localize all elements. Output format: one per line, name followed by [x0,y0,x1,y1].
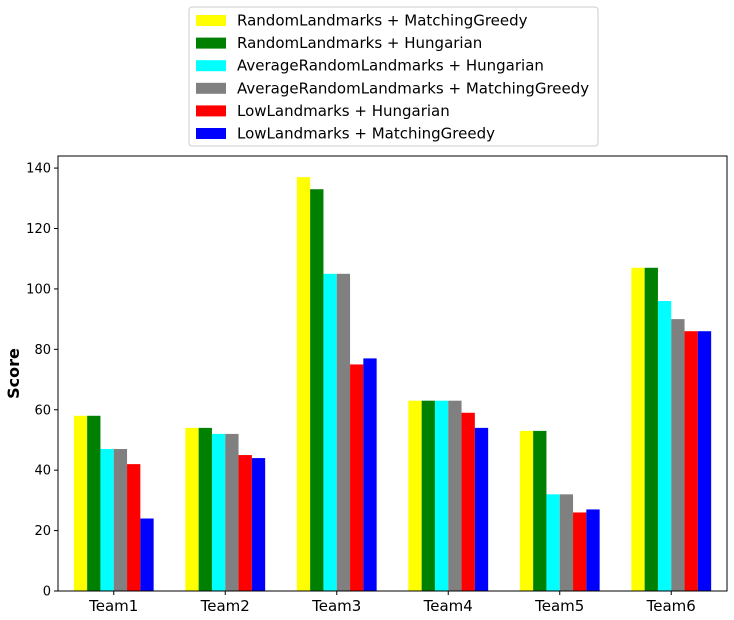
bar-team5-series-1 [519,430,534,591]
bar-team4-series-1 [408,400,422,591]
bar-team4-series-5 [461,412,475,591]
bar-team3-series-4 [336,273,351,591]
y-tick-label: 120 [26,222,51,237]
legend-swatch [196,15,226,26]
y-axis-label: Score [4,348,23,399]
bar-team3-series-6 [363,358,377,591]
bar-team1-series-3 [100,449,114,591]
y-tick-label: 20 [34,524,51,539]
legend-swatch [196,82,226,94]
bar-team2-series-6 [251,458,266,591]
x-tick-label: Team5 [534,597,584,615]
bar-team5-series-4 [559,494,574,591]
bar-team5-series-3 [546,494,560,591]
bar-team2-series-5 [238,455,252,591]
x-tick-label: Team3 [311,597,361,615]
bars [73,177,712,592]
y-tick-label: 140 [26,162,51,177]
bar-team6-series-2 [644,267,658,591]
legend-swatch [196,105,226,117]
legend-label: AverageRandomLandmarks + Hungarian [237,57,544,75]
legend-label: RandomLandmarks + MatchingGreedy [237,12,528,30]
x-tick-label: Team1 [88,597,138,615]
y-tick-label: 60 [34,403,51,418]
bar-team3-series-1 [296,177,311,592]
plot-frame [57,155,728,592]
x-tick-label: Team2 [200,597,250,615]
bar-team5-series-6 [586,509,600,591]
bar-team6-series-1 [631,267,645,591]
legend: RandomLandmarks + MatchingGreedy RandomLa… [188,6,599,147]
legend-label: RandomLandmarks + Hungarian [237,34,482,52]
bar-team2-series-1 [185,427,199,591]
x-axis: Team1 Team2 Team3 Team4 Team5 Team6 [88,591,696,615]
x-tick-label: Team6 [646,597,696,615]
bar-team3-series-2 [310,189,324,591]
bar-team6-series-4 [671,319,685,591]
legend-box [188,6,599,147]
legend-swatch [196,60,226,72]
bar-team6-series-5 [684,331,698,591]
bar-team2-series-4 [225,433,239,591]
y-tick-label: 80 [34,343,51,358]
y-tick-label: 40 [34,464,51,479]
bar-team2-series-3 [211,433,226,591]
bar-team2-series-2 [198,427,212,591]
legend-swatch [196,37,226,49]
legend-label: AverageRandomLandmarks + MatchingGreedy [237,79,589,97]
bar-team1-series-1 [73,415,88,591]
y-tick-label: 0 [43,585,51,600]
bar-team3-series-5 [350,364,364,591]
bar-team6-series-3 [657,301,672,591]
bar-team1-series-2 [87,415,101,591]
bar-team5-series-2 [533,430,547,591]
y-tick-label: 100 [26,282,51,297]
bar-team1-series-6 [140,518,154,591]
bar-team1-series-4 [113,449,128,591]
bar-team4-series-4 [448,400,462,591]
bar-team4-series-6 [474,427,489,591]
y-axis: 0 20 40 60 80 100 120 140 [26,162,58,600]
bar-team6-series-6 [697,331,712,591]
legend-label: LowLandmarks + MatchingGreedy [237,125,495,143]
bar-team5-series-5 [573,512,587,591]
bar-team3-series-3 [323,273,337,591]
x-tick-label: Team4 [423,597,473,615]
bar-team1-series-5 [127,464,141,591]
bar-team4-series-3 [434,400,449,591]
legend-label: LowLandmarks + Hungarian [237,102,450,120]
legend-swatch [196,128,226,139]
bar-team4-series-2 [421,400,435,591]
